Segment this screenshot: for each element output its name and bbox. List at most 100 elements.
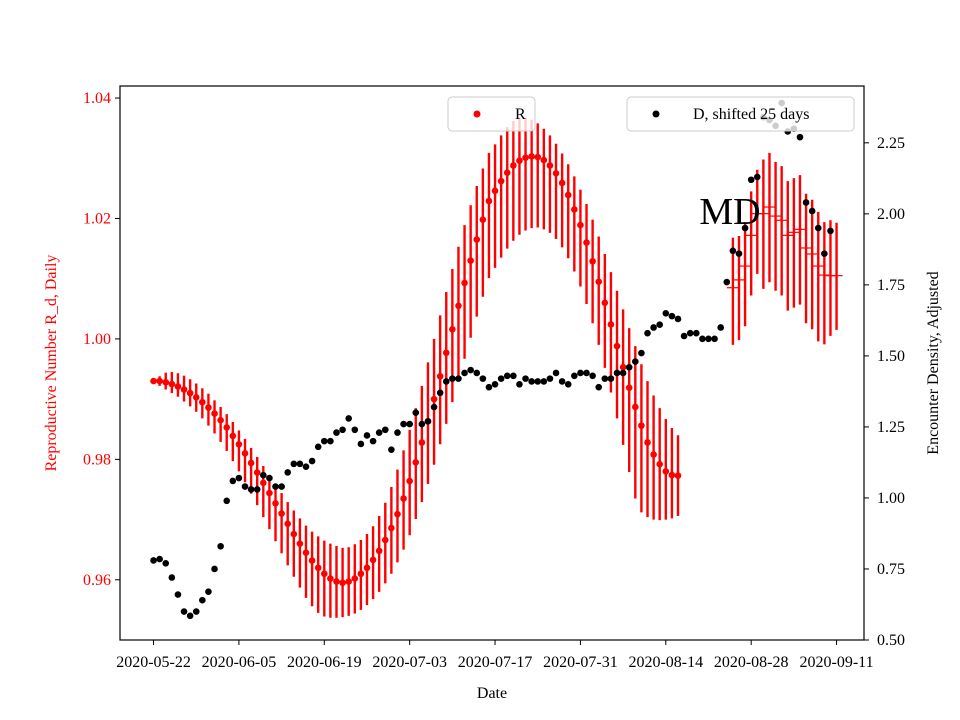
d-point (699, 335, 706, 343)
d-point (644, 329, 651, 337)
r-point (552, 170, 560, 177)
r-point (333, 578, 340, 585)
r-point (522, 154, 529, 161)
r-point (558, 179, 566, 187)
y-right-tick-label: 1.00 (877, 490, 905, 507)
d-point (632, 358, 639, 365)
legend-r-marker (473, 110, 481, 118)
r-point (613, 342, 621, 350)
r-point (211, 410, 218, 417)
d-point (625, 363, 633, 371)
r-point (400, 495, 407, 502)
r-point (375, 547, 383, 555)
d-point (430, 403, 438, 411)
r-point (449, 325, 456, 333)
d-point (357, 440, 365, 448)
d-point (735, 250, 743, 257)
legend-r-box (447, 96, 536, 132)
x-tick-label: 2020-07-31 (543, 654, 618, 671)
x-tick-label: 2020-08-28 (714, 654, 789, 671)
state-annotation: MD (699, 191, 760, 233)
d-point (150, 557, 157, 564)
d-point (223, 497, 231, 505)
d-point (442, 378, 450, 385)
r-point (461, 279, 468, 287)
d-point (595, 383, 603, 391)
x-tick-label: 2020-06-19 (287, 654, 362, 671)
r-point (607, 321, 615, 328)
r-point (479, 216, 487, 223)
r-points (150, 153, 843, 587)
r-point (436, 372, 444, 380)
r-point (199, 398, 206, 406)
r-point (625, 384, 633, 391)
r-point (229, 432, 237, 440)
d-point (199, 596, 206, 604)
d-point (717, 324, 724, 331)
d-point (583, 369, 590, 377)
d-point (589, 372, 596, 380)
d-point (235, 474, 243, 482)
x-tick-label: 2020-05-22 (116, 654, 191, 671)
d-point (406, 420, 413, 428)
d-point (369, 437, 377, 445)
d-point (418, 420, 426, 428)
d-point (723, 278, 731, 286)
r-point (156, 377, 163, 385)
legend-d-box (626, 96, 855, 132)
r-point (223, 424, 231, 431)
d-points (150, 99, 834, 620)
d-point (192, 608, 200, 615)
d-point (266, 474, 273, 482)
d-point (467, 366, 474, 374)
d-point (796, 133, 804, 141)
d-point (302, 463, 310, 470)
y-left-tick-label: 1.04 (83, 90, 111, 107)
y-left-tick-label: 1.00 (83, 331, 111, 348)
d-point (320, 437, 328, 445)
legend-d-label: D, shifted 25 days (693, 106, 809, 123)
r-point (564, 191, 572, 199)
r-point (662, 468, 670, 475)
d-point (345, 415, 352, 422)
r-point (174, 383, 182, 390)
d-point (552, 369, 560, 377)
y-right-tick-label: 0.50 (877, 632, 905, 649)
d-point (381, 426, 389, 434)
d-point (375, 429, 383, 436)
d-point (412, 409, 420, 417)
d-point (821, 250, 828, 257)
x-tick-label: 2020-06-05 (202, 654, 277, 671)
r-point (339, 579, 346, 587)
r-point (528, 153, 535, 160)
d-point (241, 483, 249, 490)
d-point (180, 608, 188, 615)
r-point (632, 403, 639, 411)
y-right-tick-label: 0.75 (877, 561, 905, 578)
r-point (247, 459, 255, 467)
d-point (827, 227, 834, 235)
r-point (418, 439, 426, 446)
d-point (546, 375, 554, 382)
d-point (741, 224, 749, 232)
y-left-axis: 0.96 0.98 1.00 1.02 1.04 (83, 90, 120, 589)
r-point (363, 564, 371, 572)
d-point (436, 389, 444, 397)
plot-frame (119, 85, 865, 641)
r-point (674, 472, 682, 479)
y-right-tick-label: 2.25 (877, 135, 905, 152)
d-point (284, 469, 292, 476)
r-point (497, 177, 505, 185)
d-point (296, 460, 304, 468)
r-point (656, 460, 664, 468)
r-point (235, 440, 243, 448)
d-point (473, 369, 481, 377)
d-point (186, 612, 194, 620)
r-point (296, 540, 304, 547)
r-point (412, 459, 420, 466)
legend-d-marker (652, 110, 660, 118)
d-point (607, 375, 615, 382)
r-point (217, 416, 224, 424)
r-point (491, 187, 499, 195)
x-tick-label: 2020-07-17 (458, 654, 533, 671)
